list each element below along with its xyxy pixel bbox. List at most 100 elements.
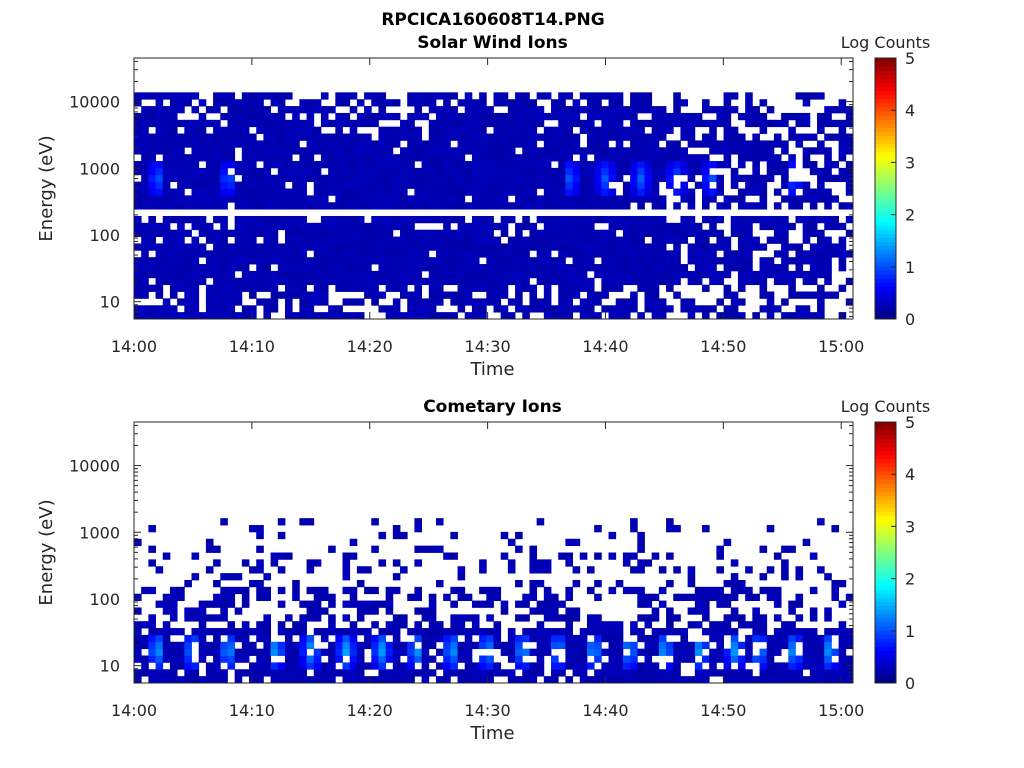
heatmap-cell: [234, 133, 243, 141]
heatmap-cell: [824, 573, 832, 581]
heatmap-cell: [457, 305, 466, 313]
heatmap-cell: [723, 291, 732, 299]
heatmap-cell: [637, 140, 645, 148]
heatmap-cell: [435, 133, 444, 141]
heatmap-cell: [781, 181, 789, 189]
heatmap-cell: [277, 215, 286, 224]
heatmap-cell: [515, 181, 523, 189]
heatmap-cell: [356, 236, 365, 244]
heatmap-cell: [313, 257, 322, 265]
heatmap-cell: [407, 222, 415, 231]
heatmap-cell: [335, 161, 343, 169]
heatmap-cell: [608, 531, 617, 540]
heatmap-cell: [471, 298, 480, 306]
heatmap-cell: [680, 154, 689, 162]
heatmap-cell: [349, 552, 358, 560]
heatmap-cell: [565, 634, 573, 643]
heatmap-cell: [364, 250, 372, 258]
heatmap-cell: [687, 188, 696, 196]
colorbar-segment: [875, 454, 896, 460]
heatmap-cell: [723, 140, 732, 148]
heatmap-cell: [299, 126, 307, 134]
heatmap-cell: [781, 676, 789, 684]
heatmap-cell: [335, 264, 343, 272]
heatmap-cell: [824, 222, 832, 231]
heatmap-cell: [680, 119, 689, 128]
heatmap-cell: [831, 161, 840, 169]
heatmap-cell: [169, 291, 178, 299]
heatmap-cell: [680, 264, 689, 272]
heatmap-cell: [428, 229, 437, 237]
heatmap-cell: [817, 284, 825, 292]
heatmap-cell: [493, 92, 502, 100]
heatmap-cells: [134, 518, 854, 684]
heatmap-cell: [435, 195, 444, 203]
heatmap-cell: [306, 607, 315, 615]
heatmap-cell: [529, 593, 538, 601]
heatmap-cell: [464, 229, 473, 237]
heatmap-cell: [148, 167, 156, 176]
heatmap-cell: [378, 559, 387, 567]
heatmap-cell: [723, 628, 732, 636]
heatmap-cell: [198, 181, 207, 189]
heatmap-cell: [543, 676, 552, 684]
heatmap-cell: [134, 92, 142, 100]
heatmap-cell: [831, 525, 840, 533]
colorbar-segment: [875, 168, 896, 173]
heatmap-cell: [392, 559, 401, 567]
heatmap-cell: [745, 147, 753, 155]
heatmap-cell: [443, 161, 451, 169]
heatmap-cell: [349, 188, 358, 196]
heatmap-cell: [141, 195, 149, 203]
heatmap-cell: [522, 174, 530, 183]
heatmap-cell: [392, 126, 401, 134]
heatmap-cell: [551, 215, 559, 224]
heatmap-cell: [565, 676, 573, 684]
heatmap-cell: [335, 222, 343, 231]
heatmap-cell: [349, 202, 358, 210]
heatmap-cell: [759, 669, 768, 677]
heatmap-cell: [536, 641, 545, 650]
heatmap-cell: [234, 119, 243, 128]
heatmap-cell: [249, 167, 257, 176]
heatmap-cell: [637, 257, 645, 265]
heatmap-cell: [414, 112, 422, 121]
heatmap-cell: [766, 566, 775, 574]
heatmap-cell: [378, 188, 387, 196]
heatmap-cell: [392, 195, 401, 203]
heatmap-cell: [486, 215, 494, 224]
heatmap-cell: [335, 648, 343, 656]
heatmap-cell: [349, 222, 358, 231]
heatmap-cell: [349, 119, 358, 128]
heatmap-cell: [522, 243, 530, 251]
heatmap-cell: [551, 628, 559, 636]
heatmap-cell: [249, 579, 257, 588]
heatmap-cell: [572, 669, 581, 677]
heatmap-cell: [141, 181, 149, 189]
heatmap-cell: [227, 662, 236, 670]
heatmap-cell: [284, 264, 293, 272]
heatmap-cell: [155, 133, 164, 141]
colorbar-segment: [875, 123, 896, 128]
heatmap-cell: [148, 195, 156, 203]
heatmap-cell: [220, 174, 228, 183]
heatmap-cell: [471, 195, 480, 203]
heatmap-cell: [630, 669, 638, 677]
heatmap-cell: [299, 99, 307, 107]
heatmap-cell: [249, 641, 257, 650]
heatmap-cell: [342, 188, 351, 196]
heatmap-cell: [141, 92, 149, 100]
heatmap-cell: [630, 119, 638, 128]
heatmap-cell: [141, 140, 149, 148]
heatmap-cell: [414, 99, 422, 107]
heatmap-cell: [155, 181, 164, 189]
heatmap-cell: [594, 614, 602, 622]
colorbar-segment: [875, 625, 896, 631]
heatmap-cell: [435, 161, 444, 169]
heatmap-cell: [284, 305, 293, 313]
heatmap-cell: [486, 250, 494, 258]
heatmap-cell: [637, 215, 645, 224]
heatmap-cell: [716, 112, 724, 121]
heatmap-cell: [378, 154, 387, 162]
heatmap-cell: [536, 181, 545, 189]
